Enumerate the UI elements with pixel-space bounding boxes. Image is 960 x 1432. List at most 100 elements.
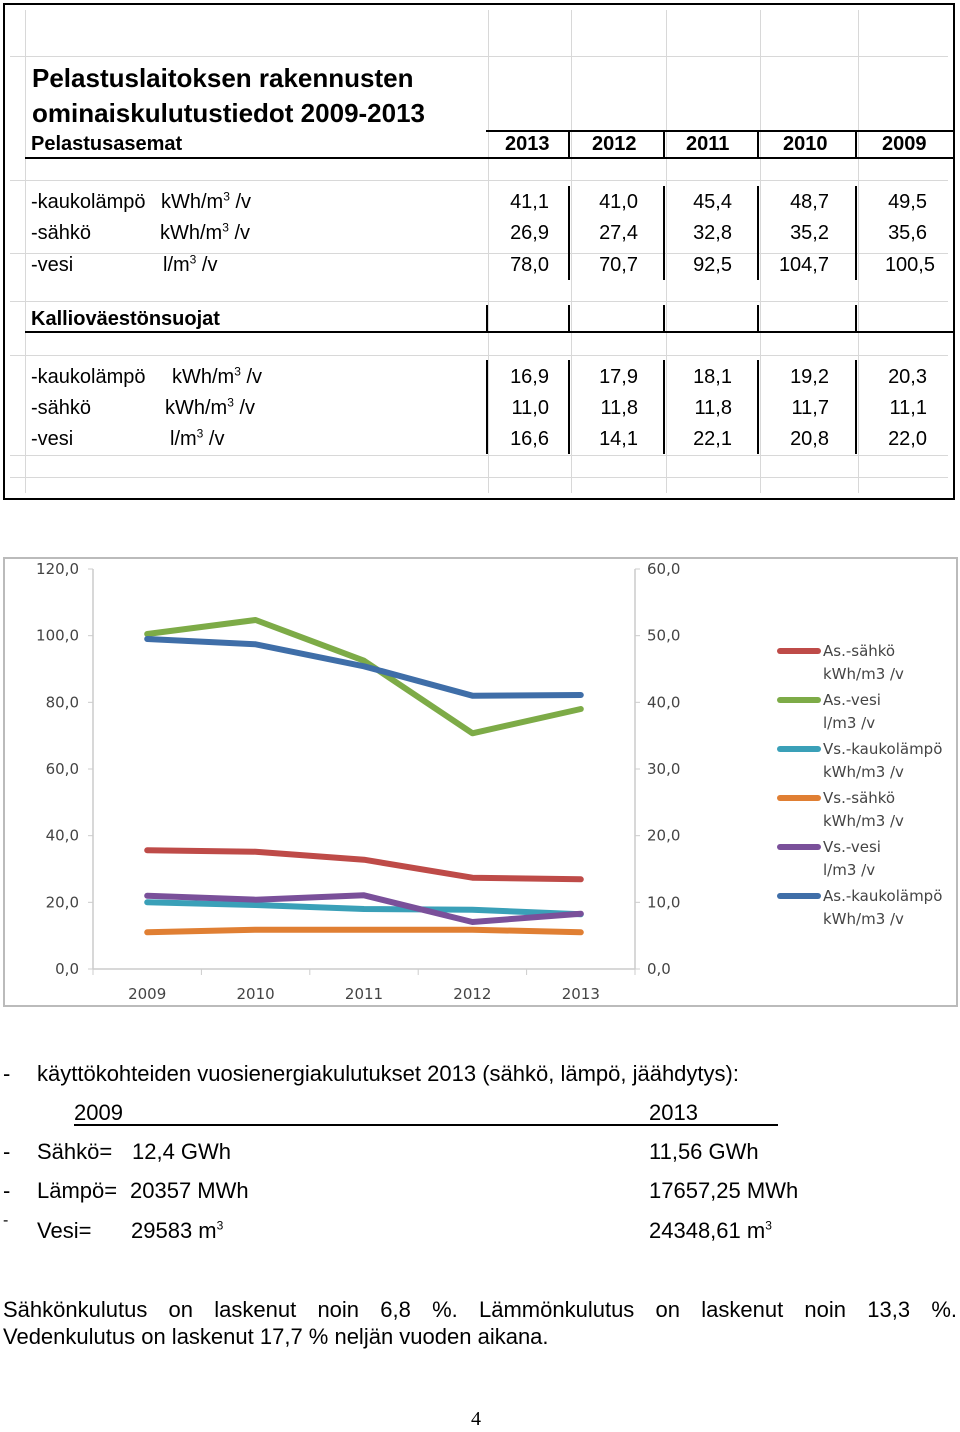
cell-value: 11,0 [511,397,549,419]
y-tick-label-left: 40,0 [46,827,79,845]
cell-value: 16,9 [510,366,549,388]
row-name: -sähkö [31,222,92,244]
cell-value: 22,0 [888,428,927,450]
series-line-Vs.-sähkö [144,926,584,936]
series-line-As.-vesi [144,617,584,737]
legend-unit: kWh/m3 /v [823,665,904,683]
cell-value: 104,7 [778,254,829,276]
cell-value: 100,5 [884,254,935,276]
summary-2009-value: 12,4 GWh [132,1139,232,1164]
consumption-line-chart: 0,0 20,0 40,0 60,0 80,0 100,0 120,0 0,0 10,0 20,0… [3,557,958,1007]
summary-col-2009: 2009 [74,1100,123,1125]
x-tick-label: 2010 [237,985,275,1003]
intro-dash: - [3,1061,11,1086]
cell-value: 11,1 [889,397,927,419]
y-tick-label-left: 100,0 [36,627,79,645]
consumption-table [3,3,955,500]
row-dash: - [3,1139,11,1164]
legend-label: Vs.-kaukolämpö [823,740,942,758]
legend-unit: l/m3 /v [823,861,875,879]
y-tick-label-right: 10,0 [647,893,680,911]
chart-svg: 0,0 20,0 40,0 60,0 80,0 100,0 120,0 0,0 10,0 20,0… [36,560,942,1003]
legend-label: As.-sähkö [823,642,895,660]
legend-label: Vs.-sähkö [823,789,895,807]
row-unit: kWh/m3 /v [161,189,252,213]
row-dash: - [3,1212,9,1229]
summary-2013-value: 11,56 GWh [649,1139,759,1164]
cell-value: 70,7 [599,254,638,276]
cell-value: 27,4 [599,222,638,244]
table-title-line1: Pelastuslaitoksen rakennusten [32,63,414,93]
legend-label: As.-kaukolämpö [823,887,942,905]
y-tick-label-left: 20,0 [46,893,79,911]
section-label-kallioväestönsuojat: Kallioväestönsuojat [31,308,220,330]
row-dash: - [3,1178,11,1203]
row-name: -sähkö [31,397,92,419]
x-tick-label: 2013 [562,985,600,1003]
cell-value: 20,3 [888,366,927,388]
row-name: -kaukolämpö [31,366,146,388]
y-tick-label-right: 20,0 [647,827,680,845]
legend-unit: kWh/m3 /v [823,812,904,830]
cell-value: 18,1 [693,366,732,388]
cell-value: 17,9 [599,366,638,388]
cell-value: 32,8 [693,222,732,244]
series-line-Vs.-vesi [144,892,584,925]
legend-unit: l/m3 /v [823,714,875,732]
row-unit: l/m3 /v [170,426,225,450]
series-line-As.-sähkö [144,847,584,883]
section-label-pelastusasemat: Pelastusasemat [31,133,183,155]
cell-value: 48,7 [790,191,829,213]
y-tick-label-left: 80,0 [46,693,79,711]
x-tick-label: 2011 [345,985,383,1003]
series-line-Vs.-kaukolämpö [144,899,584,918]
year-header: 2011 [686,133,730,155]
x-tick-label: 2012 [453,985,491,1003]
year-header: 2012 [592,133,637,155]
legend-label: Vs.-vesi [823,838,881,856]
summary-label: Vesi= [37,1218,92,1243]
cell-value: 78,0 [510,254,549,276]
summary-col-2013: 2013 [649,1100,698,1125]
row-unit: kWh/m3 /v [160,220,251,244]
y-tick-label-right: 0,0 [647,960,671,978]
y-tick-label-left: 0,0 [55,960,79,978]
year-header: 2013 [505,133,550,155]
page-number: 4 [471,1408,481,1430]
cell-value: 22,1 [693,428,732,450]
cell-value: 35,6 [888,222,927,244]
y-tick-label-right: 40,0 [647,693,680,711]
y-tick-label-right: 50,0 [647,627,680,645]
y-tick-label-right: 30,0 [647,760,680,778]
year-header: 2010 [783,133,828,155]
cell-value: 11,8 [600,397,638,419]
cell-value: 14,1 [599,428,638,450]
summary-2009-value: 20357 MWh [130,1178,249,1203]
cell-value: 35,2 [790,222,829,244]
cell-value: 45,4 [693,191,732,213]
row-unit: l/m3 /v [163,252,218,276]
summary-2013-value: 17657,25 MWh [649,1178,799,1203]
summary-2013-value: 24348,61 m3 [649,1218,772,1243]
cell-value: 92,5 [693,254,732,276]
cell-value: 20,8 [790,428,829,450]
row-unit: kWh/m3 /v [172,364,263,388]
y-tick-label-right: 60,0 [647,560,680,578]
legend-unit: kWh/m3 /v [823,763,904,781]
cell-value: 49,5 [888,191,927,213]
cell-value: 19,2 [790,366,829,388]
legend-unit: kWh/m3 /v [823,910,904,928]
summary-label: Sähkö= [37,1139,113,1164]
summary-underline [74,1124,778,1126]
cell-value: 41,0 [599,191,638,213]
year-header: 2009 [882,133,927,155]
table-title-line2: ominaiskulutustiedot 2009-2013 [32,98,426,128]
y-tick-label-left: 60,0 [46,760,79,778]
summary-intro: käyttökohteiden vuosienergiakulutukset 2… [37,1061,739,1086]
conclusion-line1: Sähkönkulutus on laskenut noin 6,8 %. Lä… [3,1297,957,1322]
summary-label: Lämpö= [37,1178,118,1203]
legend-label: As.-vesi [823,691,881,709]
conclusion-line2: Vedenkulutus on laskenut 17,7 % neljän v… [3,1324,549,1349]
row-name: -vesi [31,428,74,450]
cell-value: 11,7 [791,397,829,419]
